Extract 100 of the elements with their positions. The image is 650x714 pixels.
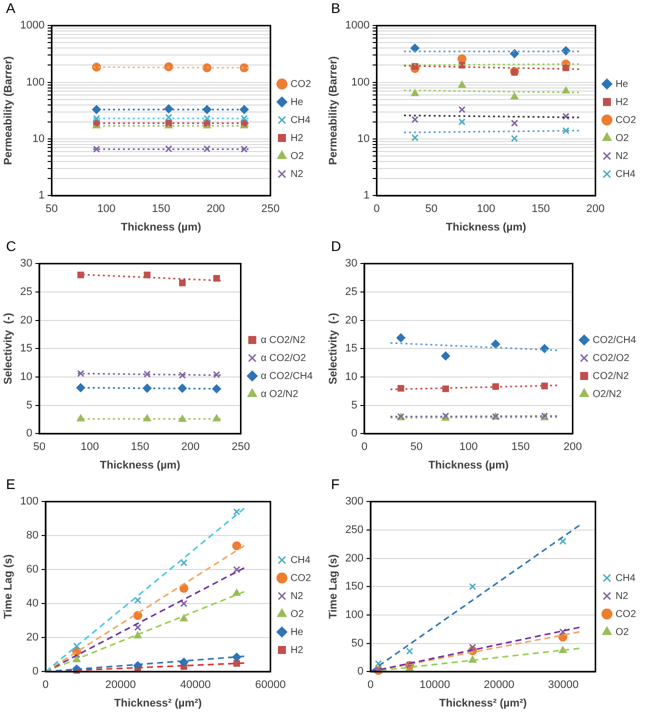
x-tick-label: 100 [97, 203, 116, 216]
legend-label: N2 [290, 168, 304, 180]
x-axis-title: Thickness (µm) [100, 459, 181, 472]
legend-label: α O2/N2 [260, 388, 299, 400]
legend-label: CO2 [615, 608, 636, 620]
y-tick-label: 1 [38, 190, 45, 202]
legend-label: CH4 [615, 572, 636, 584]
legend-label: N2 [615, 590, 629, 602]
y-tick-label: 25 [20, 286, 32, 298]
y-tick-label: 0 [357, 666, 364, 678]
y-axis-title: Permeability (Barrer) [328, 56, 340, 166]
x-tick-label: 50 [410, 441, 423, 454]
y-tick-label: 1 [364, 190, 370, 202]
y-tick-label: 200 [345, 552, 364, 564]
x-tick-label: 20000 [484, 679, 514, 692]
legend-label: CO2/CH4 [592, 334, 636, 346]
y-axis-title: Selectivity (-) [2, 312, 15, 384]
x-tick-label: 250 [261, 203, 280, 216]
legend-label: CH4 [290, 114, 311, 126]
x-tick-label: 60000 [255, 679, 286, 692]
legend-label: CO2/O2 [592, 352, 630, 364]
x-tick-label: 100 [476, 203, 496, 216]
text: E [6, 476, 16, 492]
y-tick-label: 300 [345, 496, 364, 508]
legend-label: CO2 [290, 78, 312, 90]
x-tick-label: 150 [130, 441, 150, 454]
legend-label: H2 [615, 96, 629, 108]
legend-label: O2/N2 [592, 388, 622, 400]
y-tick-label: 10 [32, 132, 45, 145]
legend-label: O2 [290, 150, 304, 162]
y-tick-label: 100 [351, 76, 370, 88]
x-axis-title: Thickness² (µm²) [114, 697, 202, 710]
x-tick-label: 200 [563, 441, 582, 454]
text: A [6, 0, 16, 16]
y-tick-label: 20 [20, 314, 32, 326]
x-tick-label: 50 [425, 203, 438, 216]
y-axis-title: Permeability (Barrer) [2, 56, 15, 166]
x-axis-title: Thickness (µm) [446, 221, 527, 234]
y-tick-label: 100 [345, 608, 364, 621]
x-axis-title: Thickness (µm) [428, 459, 510, 472]
y-tick-label: 100 [20, 496, 39, 508]
x-tick-label: 200 [181, 441, 200, 454]
legend-label: α CO2/N2 [260, 334, 306, 346]
x-tick-label: 10000 [420, 679, 450, 692]
y-tick-label: 25 [345, 286, 358, 298]
x-tick-label: 200 [586, 203, 605, 216]
y-tick-label: 0 [26, 428, 32, 440]
legend-label: α CO2/O2 [260, 352, 306, 364]
y-tick-label: 15 [20, 342, 32, 355]
y-tick-label: 1000 [345, 20, 370, 32]
y-axis-title: Time Lag (s) [2, 554, 15, 619]
y-tick-label: 40 [26, 598, 39, 610]
y-tick-label: 100 [26, 76, 45, 88]
x-axis-title: Thickness (µm) [120, 221, 202, 234]
legend-label: O2 [615, 626, 630, 638]
y-tick-label: 50 [351, 637, 364, 650]
y-tick-label: 10 [20, 370, 32, 383]
legend-label: CO2 [290, 572, 312, 584]
legend-label: H2 [290, 644, 304, 656]
legend-label: CH4 [615, 168, 636, 180]
legend-label: N2 [290, 590, 304, 602]
x-tick-label: 250 [232, 441, 250, 454]
y-tick-label: 10 [345, 370, 358, 383]
y-tick-label: 1000 [20, 20, 45, 32]
text: D [331, 238, 342, 254]
x-tick-label: 50 [46, 203, 58, 216]
y-tick-label: 150 [345, 580, 364, 593]
y-tick-label: 20 [345, 314, 358, 326]
y-tick-label: 5 [26, 399, 32, 412]
y-tick-label: 250 [345, 524, 364, 536]
x-axis-title: Thickness² (µm²) [439, 697, 528, 710]
x-tick-label: 150 [511, 441, 530, 454]
x-tick-label: 200 [206, 203, 225, 216]
y-tick-label: 5 [351, 399, 358, 412]
x-tick-label: 150 [532, 203, 550, 216]
y-tick-label: 15 [345, 342, 358, 355]
legend-label: CH4 [290, 554, 311, 566]
text: C [6, 238, 16, 254]
legend-label: H2 [290, 132, 304, 144]
legend-label: O2 [290, 608, 304, 620]
text: B [331, 0, 340, 16]
legend-label: He [290, 626, 304, 638]
y-tick-label: 20 [26, 632, 39, 644]
x-tick-label: 150 [152, 203, 170, 216]
y-tick-label: 30 [345, 258, 358, 270]
y-axis-title: Selectivity (-) [328, 312, 340, 384]
text: F [331, 476, 340, 492]
y-tick-label: 0 [351, 428, 358, 440]
x-tick-label: 30000 [548, 679, 579, 692]
x-tick-label: 0 [374, 203, 380, 216]
x-tick-label: 40000 [180, 679, 211, 692]
y-tick-label: 0 [32, 666, 39, 678]
legend-label: CO2/N2 [592, 370, 630, 382]
legend-label: O2 [615, 132, 630, 144]
y-axis-title: Time Lag (s) [328, 554, 340, 619]
y-tick-label: 30 [20, 258, 32, 270]
y-tick-label: 10 [357, 132, 370, 145]
x-tick-label: 20000 [105, 679, 136, 692]
legend-label: CO2 [615, 114, 636, 126]
x-tick-label: 100 [459, 441, 478, 454]
